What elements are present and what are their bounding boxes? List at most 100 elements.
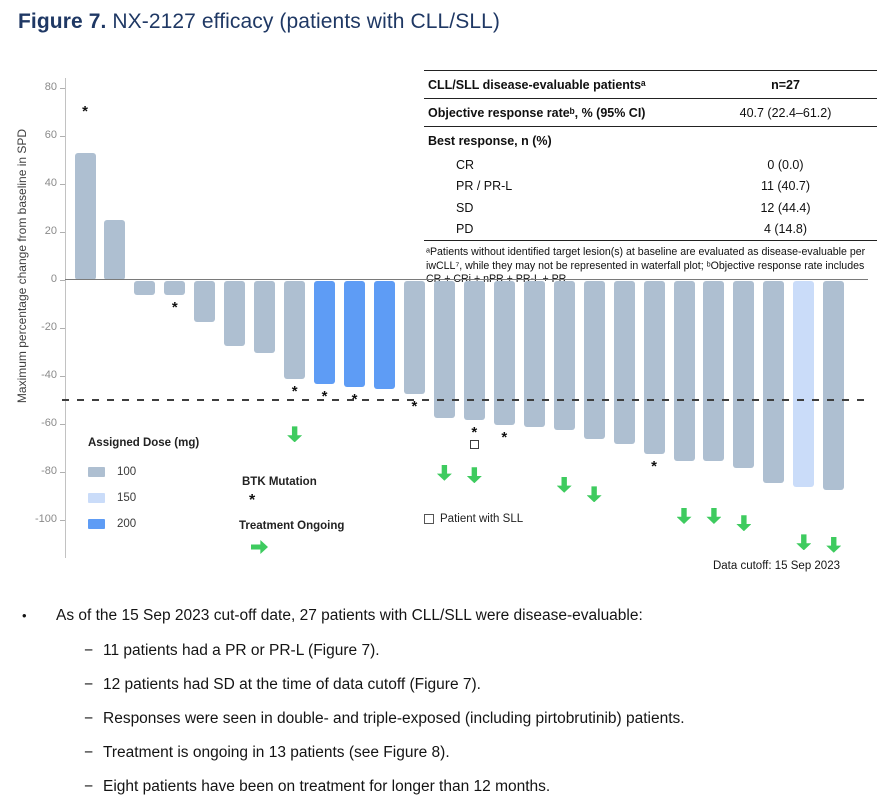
y-tick-label: 20 [44,225,57,237]
waterfall-bar [194,281,216,322]
table-row-orr: Objective response rateᵇ, % (95% CI) 40.… [424,99,877,127]
waterfall-bar [433,281,455,418]
waterfall-bar [763,281,785,483]
treatment-ongoing-arrow-icon [556,476,572,493]
dose-200-swatch-icon [88,519,105,529]
dose-100-label: 100 [117,466,137,478]
best-response-label: Best response, n (%) [428,133,552,148]
btk-mutation-marker: * [411,397,418,415]
btk-mutation-legend: BTK Mutation * [242,476,317,510]
treatment-ongoing-arrow-icon [676,508,692,524]
y-tick-label: -100 [34,513,57,525]
sll-patient-legend-label: Patient with SLL [440,513,524,525]
y-tick-mark [60,135,65,137]
dose-legend-item-100: 100 [88,466,199,478]
y-tick-label: 60 [44,129,57,141]
figure-title-text: NX-2127 efficacy (patients with CLL/SLL) [106,10,500,33]
table-row-cr: CR 0 (0.0) [424,154,877,176]
y-tick-mark [60,471,65,473]
treatment-ongoing-arrow-icon [826,536,842,553]
waterfall-bar [164,281,186,296]
waterfall-bar [374,281,395,389]
btk-mutation-marker: * [651,457,657,475]
treatment-ongoing-arrow-icon [736,515,752,532]
table-row-best-response: Best response, n (%) [424,127,877,154]
waterfall-bar [583,281,605,440]
bullet-sub-1: − 11 patients had a PR or PR-L (Figure 7… [84,640,882,661]
pd-label: PD [456,222,474,237]
sll-patient-marker [469,440,479,450]
table-header-value: n=27 [771,77,800,92]
dash-marker: − [84,676,94,693]
waterfall-bar [493,281,515,425]
waterfall-bar [224,281,246,346]
dose-200-label: 200 [117,518,137,530]
sd-value: 12 (44.4) [760,200,811,215]
treatment-ongoing-arrow-icon [706,508,722,524]
waterfall-bar [284,281,306,380]
bullet-sub-1-text: 11 patients had a PR or PR-L (Figure 7). [103,642,380,659]
dash-marker: − [84,710,94,727]
waterfall-bar [403,281,425,394]
orr-label: Objective response rateᵇ, % (95% CI) [428,105,646,120]
y-tick-mark [60,231,65,233]
y-tick-label: 80 [44,81,57,93]
waterfall-bar [74,152,96,280]
y-tick-label: -20 [41,321,57,333]
summary-bullets: • As of the 15 Sep 2023 cut-off date, 27… [16,605,882,810]
bullet-main-text: As of the 15 Sep 2023 cut-off date, 27 p… [56,607,643,624]
y-tick-mark [60,87,65,89]
waterfall-bar [703,281,725,461]
y-tick-label: -40 [41,369,57,381]
y-tick-label: -80 [41,465,57,477]
waterfall-bar [254,281,276,353]
waterfall-bar [733,281,755,469]
table-header-label: CLL/SLL disease-evaluable patientsᵃ [428,77,646,92]
bullet-sub-3-text: Responses were seen in double- and tripl… [103,710,685,727]
bullet-sub-3: − Responses were seen in double- and tri… [84,708,882,729]
dose-legend-item-200: 200 [88,518,199,530]
treatment-ongoing-legend: Treatment Ongoing [239,520,344,554]
bullet-sub-2-text: 12 patients had SD at the time of data c… [103,676,481,693]
waterfall-bar [463,281,485,421]
pr-label: PR / PR-L [456,179,513,194]
sll-patient-legend: Patient with SLL [424,513,523,525]
btk-mutation-marker: * [291,383,298,401]
y-tick-label: 40 [44,177,57,189]
table-row-sd: SD 12 (44.4) [424,197,877,219]
figure-title: Figure 7. NX-2127 efficacy (patients wit… [18,10,500,34]
sd-label: SD [456,200,474,215]
dose-legend-title: Assigned Dose (mg) [88,437,200,449]
bullet-sub-5: − Eight patients have been on treatment … [84,776,882,797]
sll-square-icon [424,514,434,524]
btk-mutation-legend-label: BTK Mutation [242,476,317,488]
waterfall-bar [104,220,126,280]
treatment-ongoing-arrow-icon [796,534,812,551]
waterfall-bar [344,281,366,387]
btk-mutation-asterisk-icon: * [249,492,256,509]
treatment-ongoing-arrow-icon [466,467,482,484]
btk-mutation-marker: * [351,390,358,408]
y-tick-label: -60 [41,417,57,429]
treatment-ongoing-arrow-icon [436,464,452,481]
pd-value: 4 (14.8) [763,222,808,237]
waterfall-bar [613,281,635,445]
y-axis-line [65,78,66,558]
figure-title-prefix: Figure 7. [18,10,107,33]
waterfall-bar [643,281,665,454]
btk-mutation-marker: * [501,429,508,446]
cr-label: CR [456,157,475,172]
waterfall-bar [553,281,575,430]
dose-150-label: 150 [117,492,137,504]
btk-mutation-marker: * [82,102,88,120]
y-tick-mark [60,279,65,281]
treatment-ongoing-arrow-icon [586,486,602,503]
waterfall-bar [134,281,156,296]
table-row-pr: PR / PR-L 11 (40.7) [424,176,877,198]
bullet-sub-4-text: Treatment is ongoing in 13 patients (see… [103,744,450,761]
y-tick-mark [60,423,65,425]
y-tick-mark [60,375,65,377]
btk-mutation-marker: * [321,388,328,406]
dose-100-swatch-icon [88,467,105,477]
